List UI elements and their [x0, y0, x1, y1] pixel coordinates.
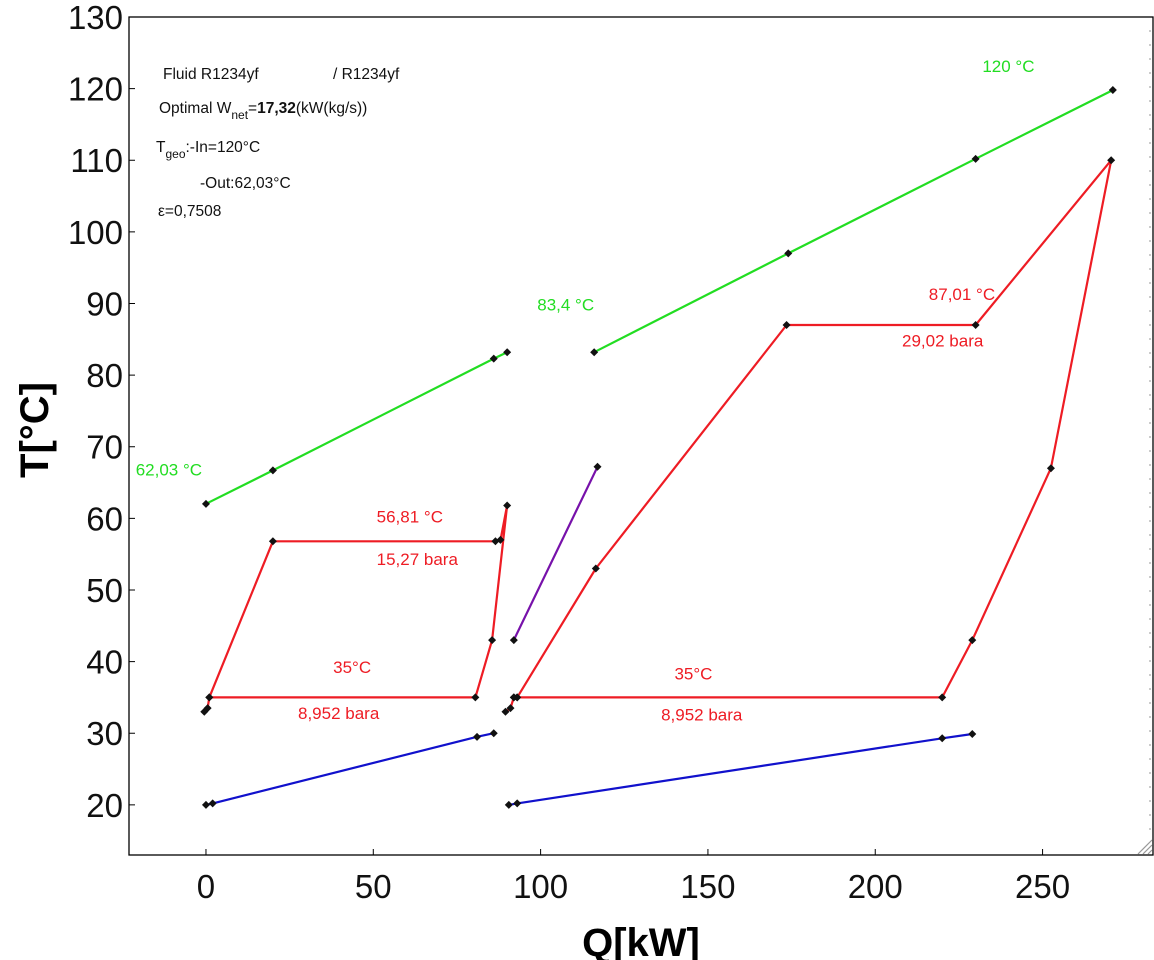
x-axis-title: Q[kW] — [582, 921, 700, 960]
data-point-marker — [268, 466, 277, 475]
data-point-marker — [938, 693, 947, 702]
data-point-marker — [509, 636, 518, 645]
optimal-label: Optimal W — [159, 100, 232, 117]
optimal-value: 17,32 — [257, 100, 296, 117]
tgeo-sub: geo — [165, 147, 185, 161]
series-layer — [200, 86, 1117, 809]
data-point-marker — [268, 537, 277, 546]
data-point-marker — [593, 462, 602, 471]
tgeo-out: -Out:62,03°C — [200, 175, 291, 192]
annotation-label: 15,27 bara — [377, 550, 459, 569]
series-line-cycle — [203, 504, 509, 713]
y-tick-label: 120 — [68, 71, 123, 108]
data-point-marker — [503, 348, 512, 357]
data-point-marker — [1107, 156, 1116, 165]
data-point-marker — [938, 734, 947, 743]
data-point-marker — [491, 537, 500, 546]
series-line-intermediate — [512, 466, 599, 641]
epsilon: ε=0,7508 — [158, 203, 221, 220]
x-tick-label: 200 — [848, 868, 903, 905]
series-line-hot_source — [205, 351, 508, 505]
y-tick-label: 40 — [86, 644, 123, 681]
tgeo-in: :-In=120°C — [186, 139, 261, 156]
annotation-label: 56,81 °C — [377, 508, 443, 527]
y-tick-label: 30 — [86, 715, 123, 752]
data-point-marker — [509, 693, 518, 702]
x-axis: 0 50 100 150 200 250 — [197, 849, 1070, 905]
data-point-marker — [971, 154, 980, 163]
svg-text:Optimal Wnet=17,32(kW(kg/s)): Optimal Wnet=17,32(kW(kg/s)) — [159, 100, 367, 122]
tgeo-label: T — [156, 139, 166, 156]
y-tick-label: 90 — [86, 285, 123, 322]
data-point-marker — [471, 693, 480, 702]
data-point-marker — [506, 704, 515, 713]
x-tick-label: 50 — [355, 868, 392, 905]
data-point-marker — [513, 799, 522, 808]
y-tick-label: 20 — [86, 787, 123, 824]
data-point-marker — [971, 320, 980, 329]
data-point-marker — [489, 354, 498, 363]
y-tick-label: 70 — [86, 429, 123, 466]
fluid-2: / R1234yf — [333, 66, 400, 83]
data-point-marker — [208, 799, 217, 808]
y-tick-label: 50 — [86, 572, 123, 609]
y-tick-label: 100 — [68, 214, 123, 251]
optimal-sub: net — [231, 108, 248, 122]
x-tick-label: 100 — [513, 868, 568, 905]
data-point-marker — [205, 693, 214, 702]
y-axis: 20 30 40 50 60 70 80 90 100 110 120 130 — [68, 0, 135, 824]
optimal-unit: (kW(kg/s)) — [296, 100, 367, 117]
optimal-eq: = — [248, 100, 257, 117]
annotation-label: 62,03 °C — [136, 460, 202, 479]
data-point-marker — [501, 707, 510, 716]
fluid-1: R1234yf — [201, 66, 259, 83]
resize-grip-icon[interactable] — [1137, 839, 1153, 855]
y-tick-label: 130 — [68, 0, 123, 36]
x-tick-label: 250 — [1015, 868, 1070, 905]
data-point-marker — [504, 800, 513, 809]
annotation-layer: 120 °C 83,4 °C 62,03 °C 87,01 °C 29,02 bara 5… — [136, 57, 1035, 724]
data-point-marker — [590, 348, 599, 357]
series-line-cooling — [205, 732, 495, 806]
data-point-marker — [488, 636, 497, 645]
fluid-label: Fluid — [163, 66, 197, 83]
data-point-marker — [1046, 464, 1055, 473]
y-tick-label: 80 — [86, 357, 123, 394]
annotation-label: 35°C — [333, 658, 371, 677]
annotation-label: 8,952 bara — [298, 704, 380, 723]
data-point-marker — [473, 732, 482, 741]
data-point-marker — [201, 800, 210, 809]
data-point-marker — [1108, 86, 1117, 95]
plot-frame — [128, 16, 1154, 856]
data-point-marker — [201, 499, 210, 508]
annotation-label: 8,952 bara — [661, 705, 743, 724]
annotation-label: 87,01 °C — [929, 285, 995, 304]
data-point-marker — [503, 501, 512, 510]
data-point-marker — [203, 704, 212, 713]
data-point-marker — [489, 729, 498, 738]
annotation-label: 29,02 bara — [902, 331, 984, 350]
annotation-label: 120 °C — [982, 57, 1034, 76]
y-tick-label: 110 — [70, 142, 123, 179]
data-point-marker — [968, 636, 977, 645]
data-point-marker — [782, 320, 791, 329]
svg-text:Fluid R1234yf: Fluid R1234yf — [163, 66, 259, 83]
x-tick-label: 150 — [680, 868, 735, 905]
y-tick-label: 60 — [86, 500, 123, 537]
data-point-marker — [968, 729, 977, 738]
x-tick-label: 0 — [197, 868, 215, 905]
series-line-cooling — [508, 732, 973, 806]
svg-text:Tgeo:-In=120°C: Tgeo:-In=120°C — [156, 139, 260, 161]
annotation-label: 83,4 °C — [537, 296, 594, 315]
info-box: Fluid R1234yf / R1234yf Optimal Wnet=17,… — [156, 66, 400, 220]
data-point-marker — [591, 564, 600, 573]
y-axis-title: T[°C] — [13, 382, 57, 478]
annotation-label: 35°C — [674, 665, 712, 684]
series-line-hot_source — [593, 89, 1114, 354]
data-point-marker — [784, 249, 793, 258]
